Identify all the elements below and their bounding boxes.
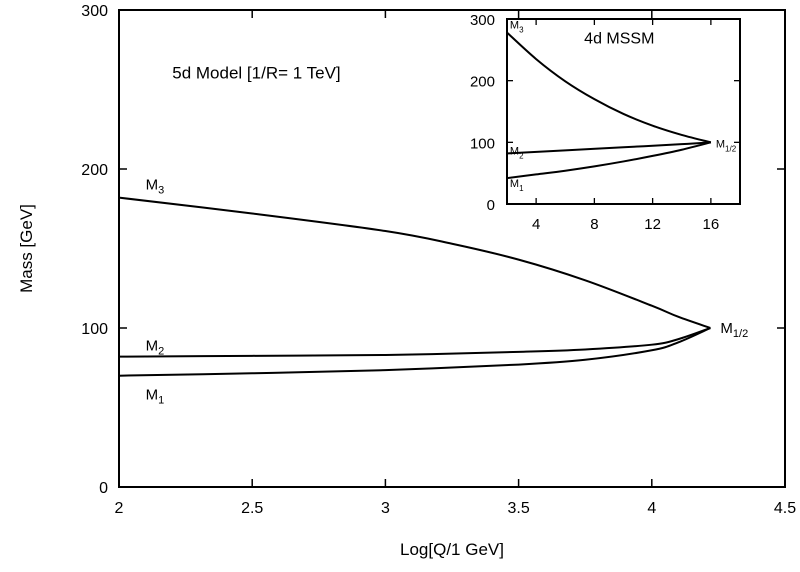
inset-y-tick-label: 100 bbox=[470, 135, 495, 152]
main-series-line-m2 bbox=[118, 327, 711, 358]
inset-series-line-m1 bbox=[506, 141, 712, 180]
inset-y-tick-label: 300 bbox=[470, 12, 495, 29]
main-series-label-m1: M1 bbox=[146, 387, 165, 407]
main-series-line-m3 bbox=[118, 196, 711, 329]
main-y-tick-label: 0 bbox=[99, 480, 108, 497]
inset-series-label-m3: M3 bbox=[510, 20, 524, 35]
inset-y-tick-label: 200 bbox=[470, 74, 495, 91]
main-y-tick-label: 100 bbox=[81, 321, 108, 338]
inset-plot-frame bbox=[506, 18, 741, 205]
main-y-tick-label: 200 bbox=[81, 162, 108, 179]
inset-series-label-m2: M2 bbox=[510, 145, 524, 160]
main-convergence-label: M1/2 bbox=[720, 320, 748, 340]
main-series-label-m2: M2 bbox=[146, 338, 165, 358]
main-x-tick-label: 2 bbox=[115, 500, 124, 517]
main-x-tick-label: 3 bbox=[381, 500, 390, 517]
main-y-axis-title: Mass [GeV] bbox=[17, 204, 36, 293]
main-x-tick-label: 2.5 bbox=[241, 500, 263, 517]
inset-series-line-m2 bbox=[506, 141, 711, 155]
inset-x-tick-label: 8 bbox=[590, 216, 598, 233]
inset-x-tick-label: 16 bbox=[703, 216, 720, 233]
main-y-tick-label: 300 bbox=[81, 3, 108, 20]
inset-annotation: 4d MSSM bbox=[584, 31, 654, 48]
inset-convergence-label: M1/2 bbox=[716, 138, 737, 153]
main-x-tick-label: 4.5 bbox=[774, 500, 796, 517]
main-x-tick-label: 3.5 bbox=[507, 500, 529, 517]
main-x-tick-label: 4 bbox=[647, 500, 656, 517]
main-plot-frame bbox=[118, 9, 786, 488]
inset-y-tick-label: 0 bbox=[487, 197, 495, 214]
main-annotation: 5d Model [1/R= 1 TeV] bbox=[172, 63, 340, 82]
inset-series-line-m3 bbox=[506, 31, 712, 144]
main-series-line-m1 bbox=[118, 327, 711, 377]
inset-series-label-m1: M1 bbox=[510, 178, 524, 193]
inset-x-tick-label: 4 bbox=[532, 216, 540, 233]
inset-x-tick-label: 12 bbox=[644, 216, 661, 233]
main-series-label-m3: M3 bbox=[146, 177, 165, 197]
main-x-axis-title: Log[Q/1 GeV] bbox=[400, 540, 504, 559]
